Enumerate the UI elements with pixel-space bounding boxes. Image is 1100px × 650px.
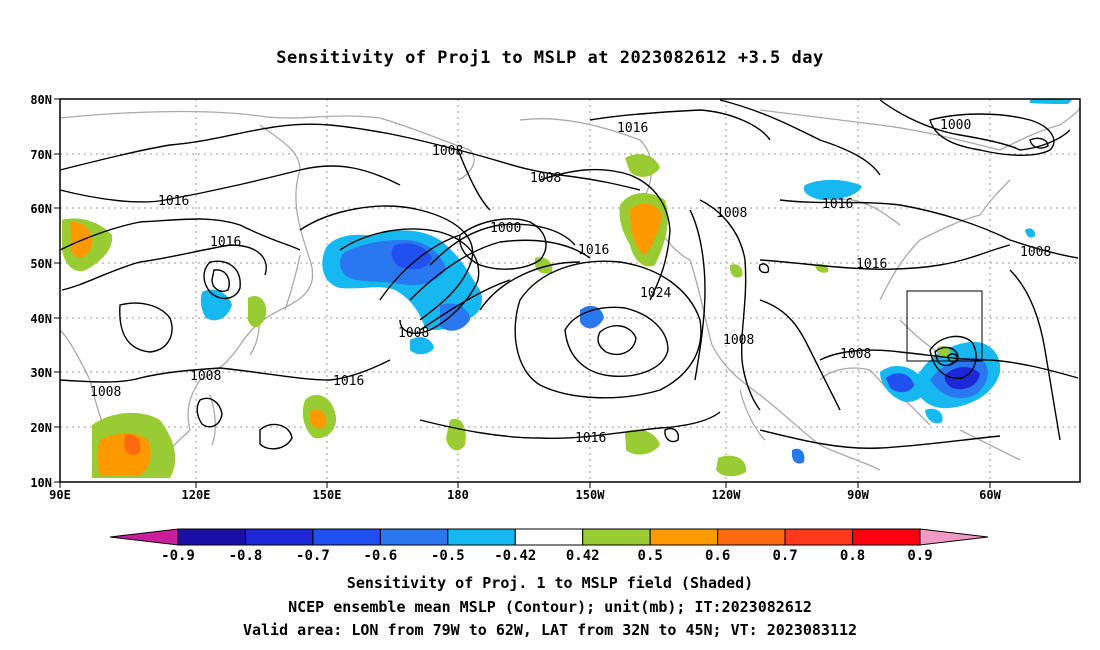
lat-label: 50N bbox=[30, 257, 52, 271]
shade-negative-blue bbox=[1025, 228, 1036, 238]
colorbar-cell bbox=[447, 528, 516, 546]
contour-label: 1016 bbox=[578, 243, 609, 258]
lon-axis bbox=[59, 482, 991, 488]
colorbar-cell bbox=[582, 528, 651, 546]
shade-positive-green bbox=[625, 429, 660, 455]
lon-label: 180 bbox=[447, 488, 469, 502]
colorbar-low-triangle bbox=[109, 528, 179, 546]
colorbar-label: 0.6 bbox=[705, 548, 730, 564]
caption-line-2: NCEP ensemble mean MSLP (Contour); unit(… bbox=[288, 598, 812, 616]
caption-line-1: Sensitivity of Proj. 1 to MSLP field (Sh… bbox=[346, 574, 754, 592]
lat-label: 60N bbox=[30, 202, 52, 216]
colorbar-label: 0.8 bbox=[840, 548, 865, 564]
shade-negative-blue bbox=[1030, 98, 1072, 104]
colorbar-cell bbox=[514, 528, 584, 546]
lat-axis bbox=[54, 98, 60, 483]
colorbar-label: -0.9 bbox=[161, 548, 195, 564]
contour-label: 1016 bbox=[158, 194, 189, 209]
coastlines bbox=[59, 107, 1081, 471]
colorbar-cell bbox=[717, 528, 786, 546]
colorbar: -0.9 -0.8 -0.7 -0.6 -0.5 -0.42 0.42 0.5 0.6 0.7 0.… bbox=[109, 528, 989, 564]
contour-label: 1008 bbox=[1020, 245, 1051, 260]
map-frame bbox=[59, 98, 1081, 483]
lon-label: 120W bbox=[712, 488, 742, 502]
colorbar-label: 0.5 bbox=[638, 548, 663, 564]
colorbar-label: -0.7 bbox=[296, 548, 330, 564]
colorbar-label: -0.8 bbox=[229, 548, 263, 564]
contour-label: 1008 bbox=[840, 347, 871, 362]
lat-label: 20N bbox=[30, 421, 52, 435]
shade-positive-green bbox=[625, 154, 660, 177]
lon-label: 60W bbox=[979, 488, 1001, 502]
contour-label: 1000 bbox=[940, 118, 971, 133]
colorbar-label: 0.9 bbox=[907, 548, 932, 564]
lon-label: 150E bbox=[313, 488, 342, 502]
lon-label: 150W bbox=[576, 488, 606, 502]
shade-positive-green bbox=[716, 455, 747, 477]
colorbar-cell bbox=[177, 528, 246, 546]
contour-label: 1008 bbox=[190, 369, 221, 384]
colorbar-cell bbox=[244, 528, 314, 546]
shade-negative-blue bbox=[803, 179, 862, 200]
contour-label: 1016 bbox=[822, 197, 853, 212]
colorbar-cell bbox=[852, 528, 921, 546]
contour-label: 1008 bbox=[723, 333, 754, 348]
lat-label: 40N bbox=[30, 312, 52, 326]
colorbar-label: -0.42 bbox=[494, 548, 536, 564]
mslp-contours bbox=[59, 99, 1079, 450]
contour-label: 1008 bbox=[398, 326, 429, 341]
colorbar-cell bbox=[379, 528, 449, 546]
colorbar-high-triangle bbox=[919, 528, 989, 546]
contour-label: 1008 bbox=[90, 385, 121, 400]
lat-label: 10N bbox=[30, 476, 52, 490]
shade-negative-blue bbox=[200, 289, 232, 321]
colorbar-cell bbox=[312, 528, 381, 546]
shade-positive-orange bbox=[310, 409, 327, 429]
contour-label: 1008 bbox=[530, 171, 561, 186]
colorbar-cells bbox=[177, 528, 921, 546]
contour-label: 1016 bbox=[333, 374, 364, 389]
shade-positive-green bbox=[730, 264, 743, 278]
colorbar-cell bbox=[784, 528, 854, 546]
shade-negative-blue bbox=[580, 305, 604, 329]
colorbar-label: 0.42 bbox=[566, 548, 600, 564]
shade-negative-blue bbox=[792, 448, 805, 464]
colorbar-label: -0.6 bbox=[364, 548, 398, 564]
contour-label: 1016 bbox=[210, 235, 241, 250]
shade-positive-orange bbox=[630, 203, 662, 255]
chart-title: Sensitivity of Proj1 to MSLP at 20230826… bbox=[276, 48, 824, 68]
lon-label: 120E bbox=[182, 488, 211, 502]
lat-label: 80N bbox=[30, 93, 52, 107]
lat-label: 30N bbox=[30, 366, 52, 380]
contour-labels: 1016 1008 1008 1000 1016 1016 1008 1016 … bbox=[90, 118, 1051, 446]
colorbar-label: -0.5 bbox=[431, 548, 465, 564]
lon-tick-labels: 90E 120E 150E 180 150W 120W 90W 60W bbox=[49, 488, 1001, 502]
shade-negative-blue bbox=[410, 337, 434, 355]
colorbar-labels: -0.9 -0.8 -0.7 -0.6 -0.5 -0.42 0.42 0.5 0.6 0.7 0.… bbox=[161, 548, 933, 564]
shade-negative-blue bbox=[440, 303, 470, 331]
lat-tick-labels: 80N 70N 60N 50N 40N 30N 20N 10N bbox=[30, 93, 52, 490]
colorbar-cell bbox=[649, 528, 719, 546]
lon-label: 90E bbox=[49, 488, 71, 502]
caption-line-3: Valid area: LON from 79W to 62W, LAT fro… bbox=[242, 621, 858, 639]
valid-area-box bbox=[906, 290, 983, 362]
contour-label: 1008 bbox=[716, 206, 747, 221]
shade-negative-blue bbox=[925, 408, 943, 424]
contour-label: 1016 bbox=[617, 121, 648, 136]
shade-positive-orange-strong bbox=[124, 434, 141, 456]
shade-positive-green bbox=[535, 257, 553, 274]
shade-positive-green bbox=[248, 295, 267, 328]
lat-label: 70N bbox=[30, 148, 52, 162]
contour-label: 1024 bbox=[640, 286, 671, 301]
shade-negative-blue-strong bbox=[886, 373, 914, 393]
shade-negative-blue-core bbox=[391, 243, 432, 270]
colorbar-label: 0.7 bbox=[772, 548, 797, 564]
lon-label: 90W bbox=[847, 488, 869, 502]
contour-label: 1008 bbox=[432, 144, 463, 159]
shade-positive-orange bbox=[97, 433, 151, 476]
contour-label: 1016 bbox=[575, 431, 606, 446]
contour-label: 1000 bbox=[490, 221, 521, 236]
contour-label: 1016 bbox=[856, 257, 887, 272]
